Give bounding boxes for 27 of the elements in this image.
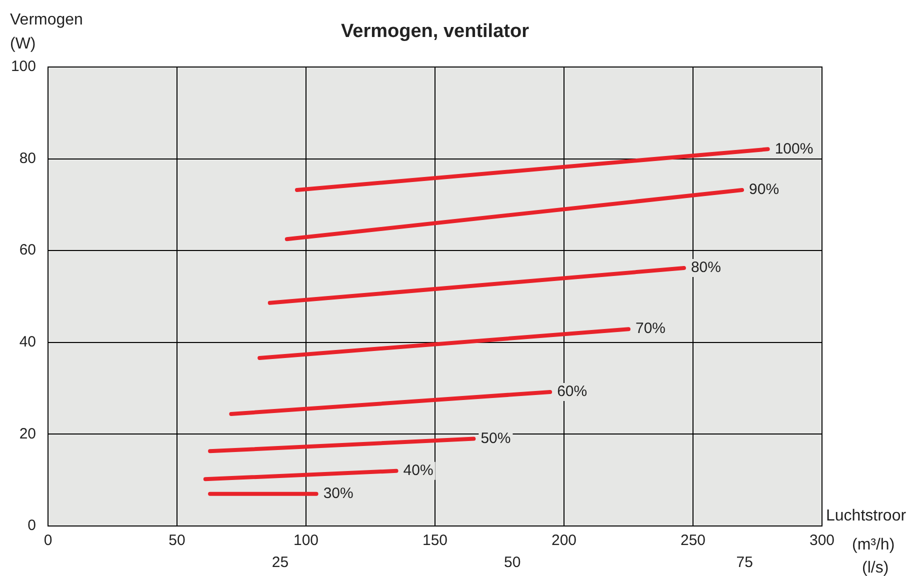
chart-title: Vermogen, ventilator: [341, 21, 530, 42]
series-label: 30%: [323, 485, 354, 502]
x-tick-label: 250: [680, 532, 706, 550]
y-tick-label: 20: [19, 425, 36, 442]
series-label: 90%: [749, 181, 780, 198]
x2-tick-label: 25: [272, 554, 289, 572]
series-label: 100%: [774, 140, 814, 158]
series-label: 70%: [636, 320, 666, 338]
x-tick-label: 100: [293, 532, 319, 550]
x2-axis-title: (l/s): [862, 559, 889, 576]
series-label: 50%: [480, 430, 511, 447]
y-tick-label: 40: [19, 334, 36, 351]
series-label: 80%: [690, 259, 721, 276]
x-tick-label: 50: [168, 532, 186, 550]
x-tick-label: 150: [422, 532, 448, 550]
x-tick-label: 0: [44, 532, 52, 550]
y-tick-label: 80: [19, 150, 36, 167]
series-label: 60%: [557, 383, 588, 400]
x-tick-label: 200: [551, 532, 577, 550]
y-tick-label: 0: [28, 517, 36, 534]
x2-tick-label: 50: [504, 554, 521, 572]
y-axis-title: Vermogen (W): [10, 11, 83, 52]
x-tick-label: 300: [809, 532, 835, 550]
x2-tick-label: 75: [736, 554, 753, 572]
series-label: 40%: [403, 462, 434, 480]
y-tick-label: 100: [10, 58, 36, 76]
y-tick-label: 60: [19, 242, 36, 259]
